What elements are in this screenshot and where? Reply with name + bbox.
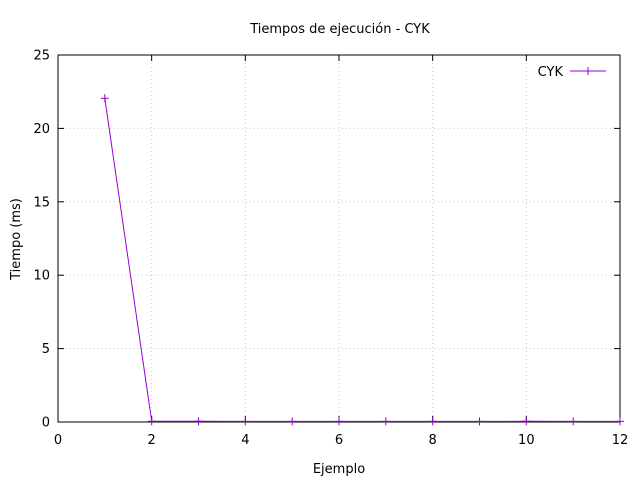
data-point (241, 417, 250, 426)
x-axis-label: Ejemplo (313, 462, 365, 477)
y-tick-label: 20 (33, 122, 50, 137)
x-tick-label: 2 (148, 433, 156, 448)
legend: CYK (538, 65, 606, 80)
x-tick-labels: 0 2 4 6 8 10 12 (54, 433, 628, 448)
y-tick-label: 5 (42, 342, 50, 357)
plot-frame (57, 54, 621, 423)
data-point (288, 417, 297, 426)
x-tick-label: 8 (429, 433, 437, 448)
data-point (522, 417, 531, 426)
x-tick-label: 12 (612, 433, 629, 448)
chart-title: Tiempos de ejecución - CYK (249, 22, 430, 37)
axis-ticks (57, 54, 621, 423)
y-tick-label: 15 (33, 195, 50, 210)
data-point (335, 417, 343, 426)
data-point (100, 94, 109, 103)
x-tick-label: 4 (241, 433, 249, 448)
data-point (381, 417, 390, 426)
data-point (569, 417, 578, 426)
data-point (428, 417, 437, 426)
data-point (475, 417, 484, 426)
x-tick-label: 10 (518, 433, 535, 448)
legend-label-cyk: CYK (538, 65, 564, 80)
legend-marker-cyk (584, 67, 592, 75)
data-point (616, 417, 624, 426)
y-tick-label: 10 (33, 269, 50, 284)
grid-lines (58, 55, 620, 422)
series-layer (100, 94, 624, 426)
data-point (147, 417, 156, 426)
y-tick-label: 25 (33, 49, 50, 64)
y-tick-labels: 0 5 10 15 20 25 (33, 49, 50, 431)
series-line-cyk (104, 98, 620, 422)
y-tick-label: 0 (42, 416, 50, 431)
data-point (194, 417, 203, 426)
y-axis-label: Tiempo (ms) (9, 198, 24, 281)
x-tick-label: 6 (335, 433, 343, 448)
x-tick-label: 0 (54, 433, 62, 448)
